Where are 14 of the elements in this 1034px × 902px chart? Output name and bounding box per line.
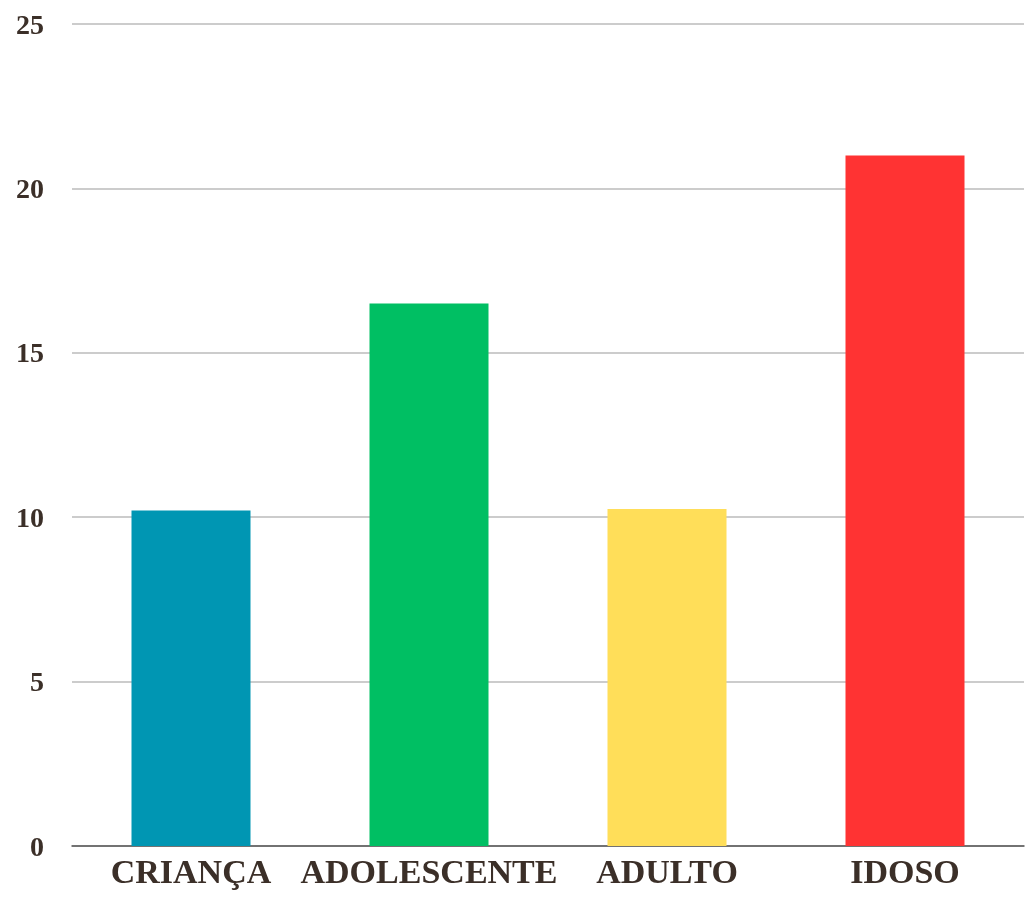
x-tick-label: ADULTO [596, 852, 738, 890]
y-tick-label: 10 [16, 501, 44, 533]
bar [607, 508, 727, 846]
y-tick-label: 5 [30, 666, 44, 698]
y-tick-label: 0 [30, 830, 44, 862]
y-tick-label: 15 [16, 337, 44, 369]
y-tick-label: 20 [16, 172, 44, 204]
x-tick-label: CRIANÇA [110, 852, 272, 890]
bar [131, 510, 251, 846]
bar [845, 155, 965, 846]
x-tick-label: IDOSO [850, 852, 960, 890]
x-tick-label: ADOLESCENTE [300, 852, 558, 890]
bar [369, 303, 489, 846]
y-tick-label: 25 [16, 8, 44, 40]
